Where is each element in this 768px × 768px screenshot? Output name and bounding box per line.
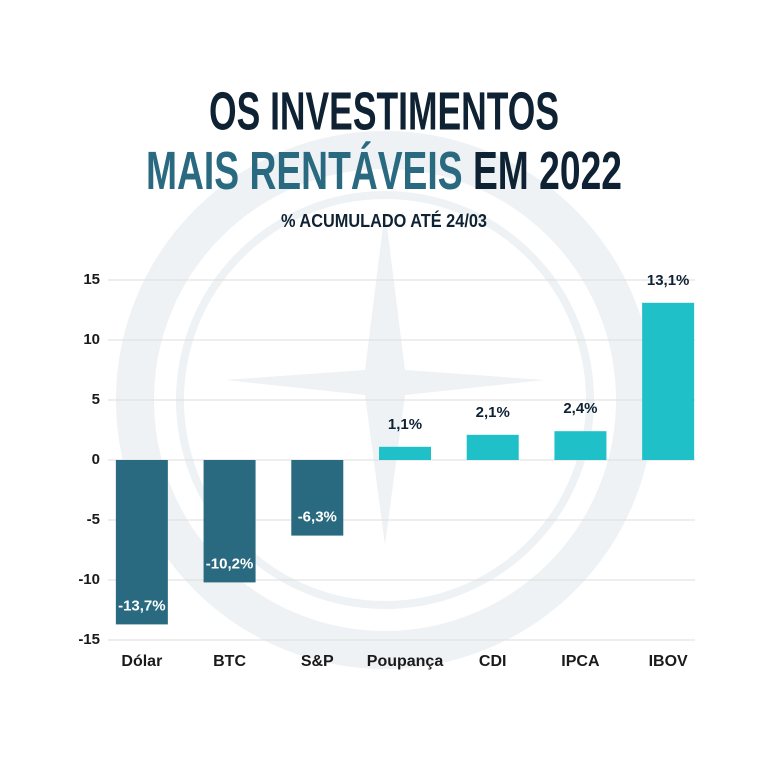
y-tick-label: -15	[78, 631, 100, 648]
y-tick-label: 10	[83, 331, 100, 348]
y-tick-label: 5	[92, 391, 100, 408]
y-tick-label: 15	[83, 271, 100, 288]
value-label: -6,3%	[298, 509, 337, 526]
value-label: 2,1%	[476, 404, 510, 421]
x-tick-label: CDI	[479, 653, 507, 670]
chart-title: OS INVESTIMENTOS	[209, 81, 559, 141]
bar	[554, 431, 607, 460]
x-tick-label: S&P	[301, 653, 334, 670]
x-tick-label: IBOV	[649, 653, 688, 670]
value-label: 1,1%	[388, 416, 422, 433]
value-label: 2,4%	[563, 400, 597, 417]
bar	[466, 434, 519, 460]
bar	[203, 460, 256, 583]
y-tick-label: 0	[92, 451, 100, 468]
chart-title-rest: EM 2022	[473, 141, 622, 201]
x-tick-label: BTC	[213, 653, 246, 670]
y-tick-label: -10	[78, 571, 100, 588]
x-tick-label: Dólar	[121, 653, 162, 670]
y-tick-label: -5	[87, 511, 100, 528]
chart-title: MAIS RENTÁVEIS EM 2022	[146, 141, 622, 201]
value-label: -13,7%	[118, 597, 166, 614]
x-tick-label: IPCA	[561, 653, 600, 670]
bar	[642, 302, 695, 460]
value-label: -10,2%	[206, 555, 254, 572]
chart-title-highlight: MAIS RENTÁVEIS	[146, 141, 463, 201]
watermark-star	[225, 210, 545, 545]
bar	[115, 460, 168, 625]
bar	[379, 446, 431, 460]
x-tick-label: Poupança	[367, 653, 444, 670]
bar	[291, 460, 344, 536]
chart-subtitle: % ACUMULADO ATÉ 24/03	[281, 210, 487, 231]
value-label: 13,1%	[647, 272, 690, 289]
